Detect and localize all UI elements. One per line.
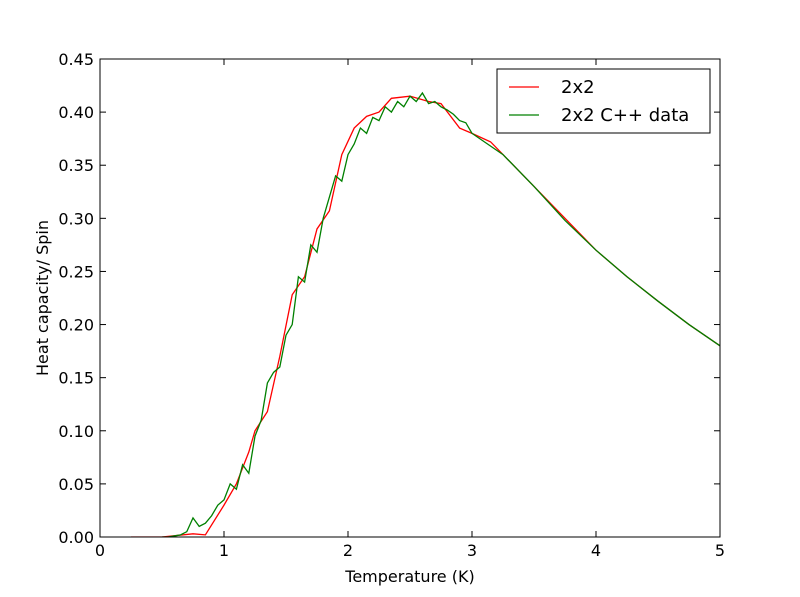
x-tick-label: 1 bbox=[219, 541, 229, 560]
y-tick-label: 0.10 bbox=[58, 422, 94, 441]
y-tick-label: 0.05 bbox=[58, 475, 94, 494]
x-axis-label: Temperature (K) bbox=[344, 567, 474, 586]
y-tick-label: 0.15 bbox=[58, 369, 94, 388]
y-tick-label: 0.35 bbox=[58, 156, 94, 175]
x-tick-label: 3 bbox=[467, 541, 477, 560]
x-tick-label: 0 bbox=[95, 541, 105, 560]
series-line bbox=[131, 95, 720, 537]
y-tick-label: 0.25 bbox=[58, 262, 94, 281]
x-tick-label: 2 bbox=[343, 541, 353, 560]
plot-frame bbox=[99, 58, 721, 538]
y-tick-label: 0.20 bbox=[58, 316, 94, 335]
series-line bbox=[162, 91, 720, 537]
x-tick-label: 5 bbox=[715, 541, 725, 560]
y-tick-label: 0.45 bbox=[58, 50, 94, 69]
y-tick-label: 0.00 bbox=[58, 528, 94, 547]
y-tick-label: 0.40 bbox=[58, 103, 94, 122]
y-axis-label: Heat capacity/ Spin bbox=[33, 220, 52, 376]
x-tick-label: 4 bbox=[591, 541, 601, 560]
legend-label: 2x2 C++ data bbox=[561, 105, 689, 126]
y-tick-label: 0.30 bbox=[58, 209, 94, 228]
legend-box bbox=[496, 68, 711, 134]
legend-label: 2x2 bbox=[561, 77, 595, 98]
